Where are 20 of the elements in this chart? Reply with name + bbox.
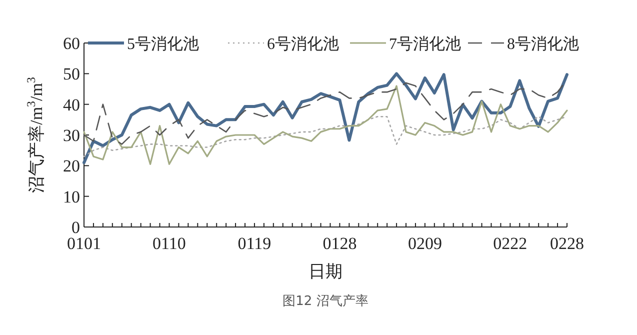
y-tick-label: 50 <box>63 64 80 84</box>
y-tick-label: 0 <box>72 218 80 237</box>
x-tick-label: 0101 <box>67 234 101 253</box>
legend-label: 5号消化池 <box>127 35 199 53</box>
x-tick-label: 0209 <box>408 234 442 253</box>
x-tick-label: 0228 <box>550 234 584 253</box>
legend-label: 6号消化池 <box>267 35 339 53</box>
x-tick-label: 0119 <box>238 234 272 253</box>
x-tick-label: 0222 <box>493 234 528 253</box>
x-tick-label: 0110 <box>152 234 186 253</box>
caption: 图12 沼气产率 <box>282 293 368 309</box>
y-tick-label: 10 <box>63 187 80 206</box>
y-tick-label: 30 <box>63 126 80 145</box>
y-tick-label: 60 <box>63 34 80 53</box>
y-tick-label: 40 <box>63 95 80 114</box>
x-axis-title: 日期 <box>308 262 342 281</box>
legend-label: 7号消化池 <box>389 35 461 53</box>
x-tick-label: 0128 <box>322 234 357 253</box>
legend-label: 8号消化池 <box>507 35 579 53</box>
y-tick-label: 20 <box>63 156 80 176</box>
